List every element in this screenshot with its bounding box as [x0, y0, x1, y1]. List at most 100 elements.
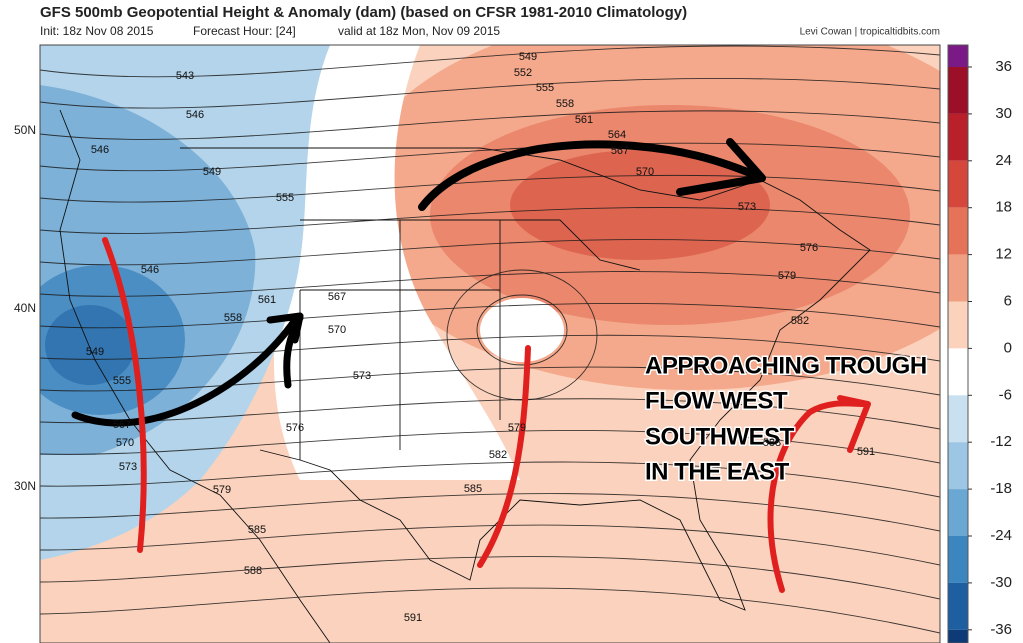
colorbar-band	[948, 582, 968, 630]
contour-label: 579	[213, 484, 231, 496]
anomaly-field	[40, 45, 940, 643]
contour-line	[40, 142, 940, 172]
contour-line	[40, 110, 940, 140]
contour-label: 570	[636, 166, 654, 178]
contour-line	[40, 78, 940, 109]
arrows	[71, 138, 871, 593]
contour-label: 549	[86, 346, 104, 358]
contour-line	[40, 587, 940, 634]
contour-label: 567	[328, 291, 346, 303]
colorbar-band	[948, 113, 968, 161]
contour-label: 570	[328, 324, 346, 336]
contour-label: 558	[224, 312, 242, 324]
colorbar-band	[948, 45, 968, 67]
contour-label: 549	[519, 51, 537, 63]
contour-label: 579	[508, 422, 526, 434]
contour-label: 576	[286, 422, 304, 434]
contour-line	[40, 45, 940, 78]
colorbar-band	[948, 160, 968, 208]
colorbar-tick-label: 30	[995, 105, 1012, 122]
title: GFS 500mb Geopotential Height & Anomaly …	[40, 4, 687, 21]
contour-label: 573	[738, 201, 756, 213]
contour-label: 582	[489, 449, 507, 461]
colorbar-band	[948, 442, 968, 490]
black-arrow	[418, 138, 766, 211]
annotation: APPROACHING TROUGH	[645, 352, 927, 379]
black-arrow	[266, 312, 304, 389]
latitude-label: 40N	[14, 301, 36, 315]
colorbar-band	[948, 254, 968, 302]
contour-line	[476, 294, 568, 366]
contour-label: 558	[556, 98, 574, 110]
colorbar-band	[948, 536, 968, 583]
contour-label: 567	[611, 145, 629, 157]
annotation: SOUTHWEST	[645, 423, 795, 450]
colorbar-tick-label: 6	[1004, 292, 1012, 309]
contour-label: 576	[800, 242, 818, 254]
credit: Levi Cowan | tropicaltidbits.com	[800, 27, 940, 38]
contour-label: 591	[404, 612, 422, 624]
colorbar-tick-label: -6	[999, 386, 1012, 403]
contour-label: 549	[203, 166, 221, 178]
contour-label: 570	[116, 437, 134, 449]
contour-label: 546	[186, 109, 204, 121]
colorbar-tick-label: 36	[995, 58, 1012, 75]
colorbar: 36 30 24 18 12 6 0 -6 -12 -18 -24 -30 -36	[947, 44, 1012, 643]
contour-line	[40, 302, 940, 329]
contour-label: 573	[353, 370, 371, 382]
colorbar-tick-label: -18	[990, 480, 1012, 497]
annotation: IN THE EAST	[645, 458, 790, 485]
colorbar-band	[948, 489, 968, 536]
contour-line	[40, 207, 940, 234]
red-arrow	[767, 395, 871, 593]
red-arrow	[102, 237, 147, 553]
contour-label: 582	[791, 315, 809, 327]
contour-line	[40, 271, 940, 297]
contour-line	[40, 334, 940, 362]
colorbar-band	[948, 348, 968, 396]
contour-label: 546	[141, 264, 159, 276]
forecast-hour: Forecast Hour: [24]	[193, 24, 296, 38]
colorbar-band	[948, 629, 968, 643]
colorbar-tick-label: 0	[1004, 339, 1012, 356]
contour-label: 585	[248, 524, 266, 536]
contour-line	[40, 174, 940, 203]
red-arrow	[477, 345, 531, 568]
contour-label: 555	[276, 192, 294, 204]
black-arrow	[71, 316, 299, 427]
contour-label: 591	[857, 446, 875, 458]
colorbar-tick-label: -12	[990, 433, 1012, 450]
colorbar-band	[948, 395, 968, 443]
contour-label: 561	[258, 294, 276, 306]
colorbar-tick-label: 12	[995, 246, 1012, 263]
colorbar-band	[948, 67, 968, 114]
contour-label: 585	[464, 483, 482, 495]
colorbar-frame	[947, 44, 969, 643]
contour-label: 552	[514, 67, 532, 79]
colorbar-tick-label: 18	[995, 199, 1012, 216]
contour-label: 546	[91, 144, 109, 156]
contour-label: 561	[575, 114, 593, 126]
colorbar-band	[948, 207, 968, 255]
contour-label: 555	[536, 82, 554, 94]
contour-label: 564	[608, 129, 626, 141]
colorbar-tick-label: -24	[990, 527, 1012, 544]
contour-line	[40, 239, 940, 266]
contour-label: 588	[763, 437, 781, 449]
annotation: FLOW WEST	[645, 387, 788, 414]
colorbar-tick-label: 24	[995, 152, 1012, 169]
contour-label: 567	[113, 419, 131, 431]
colorbar-band	[948, 301, 968, 349]
contour-label: 555	[113, 375, 131, 387]
contour-label: 573	[119, 461, 137, 473]
contour-label: 543	[176, 70, 194, 82]
contour-label: 588	[244, 565, 262, 577]
colorbar-tick-label: -36	[990, 621, 1012, 638]
latitude-label: 50N	[14, 123, 36, 137]
contour-label: 579	[778, 270, 796, 282]
colorbar-tick-label: -30	[990, 574, 1012, 591]
valid-time: valid at 18z Mon, Nov 09 2015	[338, 24, 500, 38]
latitude-label: 30N	[14, 479, 36, 493]
